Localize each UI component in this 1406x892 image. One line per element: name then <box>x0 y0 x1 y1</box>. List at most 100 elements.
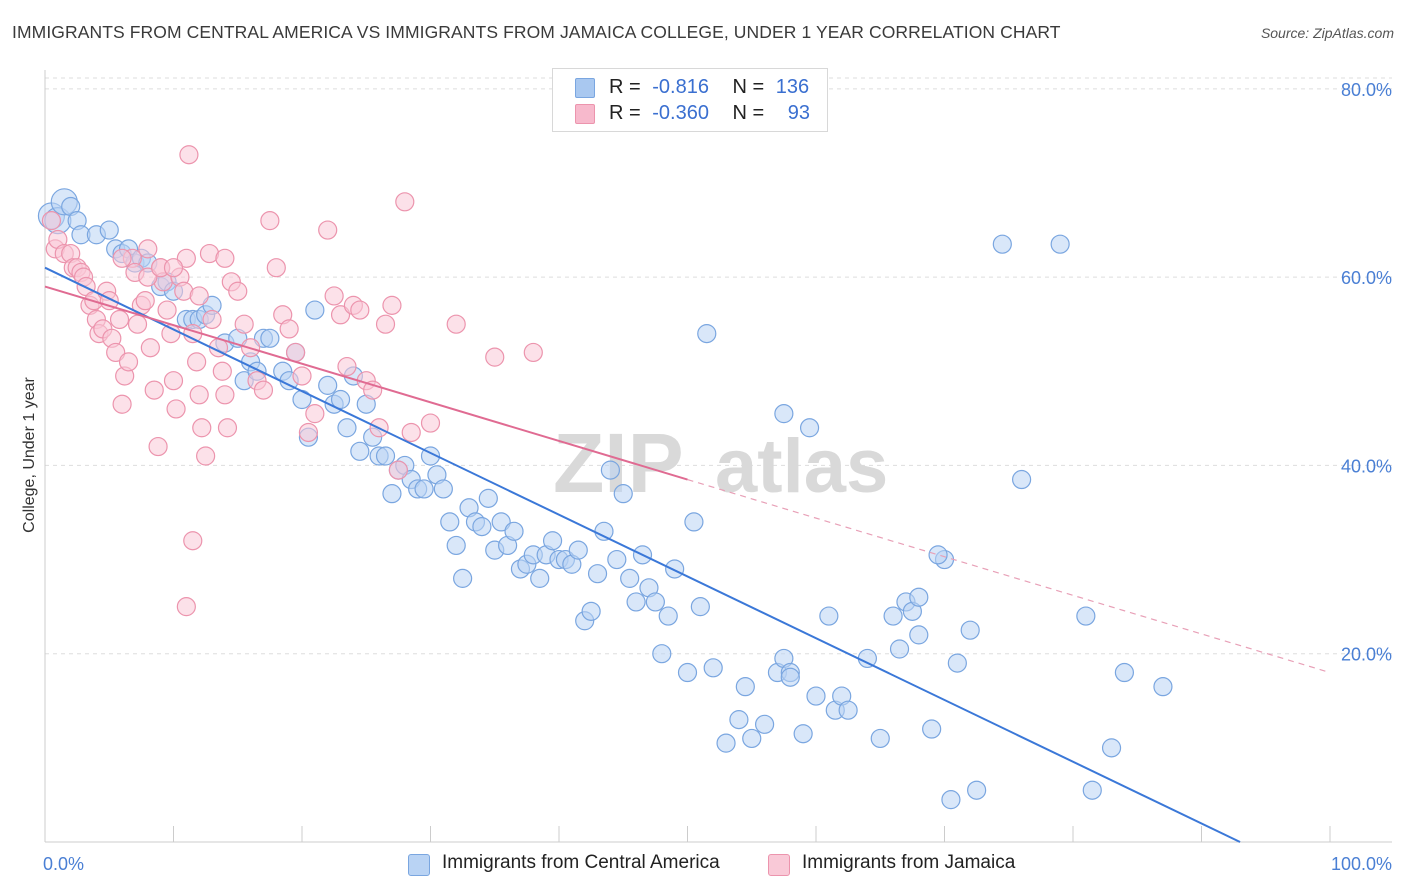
data-point <box>414 479 434 499</box>
data-point <box>112 394 132 414</box>
data-point <box>523 342 543 363</box>
data-point <box>799 418 820 438</box>
data-point <box>1082 780 1102 800</box>
data-point <box>192 418 212 438</box>
data-point <box>857 648 878 669</box>
data-point <box>215 385 235 405</box>
data-point <box>179 145 199 165</box>
data-point <box>433 479 453 499</box>
data-point <box>992 234 1012 254</box>
data-point <box>491 512 511 532</box>
data-point <box>260 211 280 231</box>
data-point <box>967 780 987 800</box>
data-point <box>260 328 280 348</box>
data-point <box>189 385 209 405</box>
data-point <box>665 559 685 579</box>
data-point <box>677 662 698 683</box>
legend-swatch-central-america <box>575 78 595 98</box>
x-tick-label: 100.0% <box>1331 854 1392 874</box>
data-point <box>774 404 794 424</box>
data-point <box>234 314 254 334</box>
series-label-jamaica: Immigrants from Jamaica <box>802 852 1016 873</box>
data-point <box>870 728 890 749</box>
data-point <box>106 342 126 363</box>
data-point <box>1050 234 1070 254</box>
data-point <box>382 484 402 504</box>
data-point <box>568 540 588 560</box>
data-point <box>305 300 325 320</box>
legend-n-value: 136 <box>775 76 810 98</box>
data-point <box>212 361 232 381</box>
data-point <box>99 220 119 240</box>
data-point <box>166 399 186 419</box>
data-point <box>228 281 248 301</box>
data-point <box>594 521 614 541</box>
data-point <box>138 267 158 287</box>
data-point <box>350 300 370 320</box>
data-point <box>202 309 222 330</box>
data-point <box>330 305 351 325</box>
data-point <box>298 422 319 443</box>
correlation-legend: R = -0.816 N = 136 R = -0.360 N = 93 <box>552 68 828 132</box>
series-swatch-jamaica <box>768 854 790 876</box>
data-point <box>401 422 421 443</box>
data-point <box>607 549 627 570</box>
data-point <box>420 413 441 433</box>
data-point <box>478 488 498 508</box>
source-label: Source: ZipAtlas.com <box>1260 25 1394 41</box>
trend-line <box>44 285 688 481</box>
data-point <box>148 436 168 457</box>
data-point <box>217 418 238 438</box>
data-point <box>472 517 492 537</box>
data-point <box>909 587 929 607</box>
data-point <box>318 375 338 395</box>
data-point <box>504 521 524 541</box>
data-point <box>626 592 646 612</box>
data-point <box>941 790 961 810</box>
data-point <box>112 248 132 268</box>
data-point <box>1076 606 1096 626</box>
data-point <box>838 700 858 720</box>
data-point <box>793 724 813 744</box>
data-point <box>41 211 62 231</box>
data-point <box>375 446 396 466</box>
data-point <box>780 667 800 687</box>
y-tick-label: 40.0% <box>1341 456 1392 476</box>
data-point <box>697 324 717 344</box>
x-tick-labels: 0.0% 100.0% <box>43 854 1392 874</box>
data-point <box>1101 738 1122 758</box>
data-point <box>176 248 196 268</box>
y-tick-labels: 20.0% 40.0% 60.0% 80.0% <box>1341 80 1392 665</box>
y-axis-label: College, Under 1 year <box>21 377 38 533</box>
data-point <box>947 653 967 673</box>
data-point <box>127 314 148 334</box>
data-point <box>440 512 460 532</box>
data-point <box>292 366 312 386</box>
data-point <box>279 319 299 339</box>
data-point <box>729 710 749 730</box>
data-point <box>542 531 563 551</box>
data-point <box>1114 662 1135 683</box>
data-point <box>395 192 415 212</box>
data-point <box>144 380 164 400</box>
data-point <box>163 258 184 278</box>
trend-line <box>44 266 1241 843</box>
legend-r-value: -0.816 <box>652 76 709 98</box>
x-tick-label: 0.0% <box>43 854 84 874</box>
data-point <box>889 639 910 659</box>
data-point <box>140 338 160 358</box>
chart-title: IMMIGRANTS FROM CENTRAL AMERICA VS IMMIG… <box>12 22 1061 42</box>
data-point <box>109 309 130 330</box>
series-label-central-america: Immigrants from Central America <box>442 852 720 873</box>
data-point <box>658 606 678 626</box>
data-point <box>485 347 505 367</box>
data-point <box>337 356 357 377</box>
data-point <box>138 239 158 259</box>
watermark: ZIP atlas <box>553 416 888 510</box>
data-point <box>157 300 177 320</box>
data-point <box>684 512 704 532</box>
data-point <box>883 606 903 626</box>
data-point <box>620 568 640 588</box>
data-point <box>163 371 184 391</box>
